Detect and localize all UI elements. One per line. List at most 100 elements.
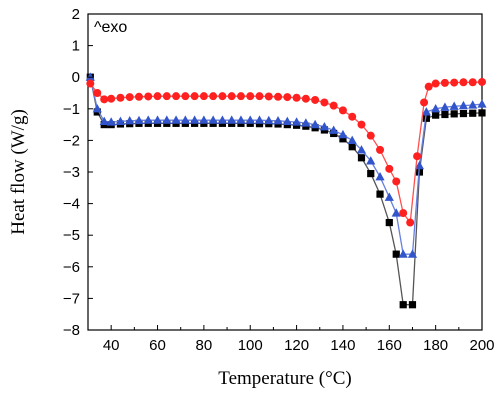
data-point-triangle: [208, 115, 218, 124]
data-point-triangle: [282, 116, 292, 126]
data-point-circle: [181, 92, 190, 101]
data-point-triangle: [338, 129, 348, 139]
data-point-triangle: [199, 115, 209, 124]
data-point-triangle: [236, 115, 246, 124]
data-point-circle: [424, 82, 433, 91]
x-tick-label: 60: [149, 337, 166, 354]
data-point-circle: [264, 92, 273, 101]
data-point-square: [399, 301, 407, 309]
data-point-triangle: [162, 115, 172, 124]
data-point-triangle: [407, 249, 418, 258]
data-point-square: [385, 218, 393, 227]
data-point-circle: [338, 106, 347, 115]
data-point-circle: [440, 78, 449, 87]
data-point-circle: [93, 89, 102, 97]
data-point-triangle: [217, 115, 228, 124]
y-tick-label: −8: [63, 322, 80, 339]
data-point-circle: [450, 78, 459, 87]
data-point-square: [376, 190, 384, 198]
x-tick-label: 140: [330, 337, 355, 354]
y-tick-label: 1: [72, 38, 80, 55]
data-point-triangle: [291, 117, 302, 126]
data-point-square: [478, 109, 486, 117]
data-point-square: [408, 301, 417, 309]
exo-annotation: ^exo: [94, 19, 127, 36]
series-layer: [85, 72, 487, 309]
data-point-triangle: [398, 249, 408, 258]
x-tick-label: 160: [377, 337, 402, 354]
data-point-triangle: [125, 116, 135, 125]
y-tick-label: 2: [72, 6, 80, 23]
data-point-triangle: [477, 99, 487, 108]
y-axis-ticks: 2 1 0 −1 −2 −3 −4 −5 −6 −7 −8: [63, 6, 93, 339]
data-point-triangle: [245, 115, 255, 124]
data-point-triangle: [414, 160, 425, 170]
data-point-circle: [107, 94, 116, 103]
series-circle: [86, 77, 486, 227]
data-point-circle: [274, 92, 283, 101]
data-point-circle: [227, 92, 236, 101]
x-tick-label: 200: [469, 337, 494, 354]
data-point-triangle: [106, 117, 116, 126]
data-point-circle: [292, 93, 301, 102]
series-line: [89, 81, 483, 225]
data-point-triangle: [431, 104, 441, 113]
data-point-triangle: [227, 115, 237, 124]
data-point-circle: [116, 93, 125, 102]
data-point-square: [357, 154, 366, 162]
data-point-triangle: [254, 115, 265, 124]
data-point-triangle: [190, 115, 200, 124]
data-point-circle: [134, 92, 143, 101]
data-point-triangle: [134, 115, 144, 125]
y-tick-label: 0: [72, 69, 80, 86]
data-point-square: [339, 135, 347, 143]
data-point-square: [441, 110, 449, 119]
data-point-circle: [209, 92, 218, 101]
data-point-circle: [301, 94, 310, 103]
data-point-circle: [468, 78, 477, 87]
y-axis-label: Heat flow (W/g): [8, 109, 29, 235]
data-point-circle: [246, 92, 255, 101]
data-point-triangle: [375, 171, 385, 181]
data-point-triangle: [449, 101, 459, 110]
x-axis-ticks: 40 60 80 100 120 140 160 180 200: [87, 325, 495, 354]
data-point-triangle: [356, 145, 367, 154]
data-point-circle: [190, 92, 199, 101]
data-point-triangle: [180, 115, 190, 124]
data-point-circle: [172, 92, 181, 101]
data-point-circle: [100, 95, 109, 104]
x-tick-label: 120: [284, 337, 309, 354]
data-point-circle: [255, 92, 264, 101]
data-point-triangle: [85, 72, 95, 81]
y-tick-label: −7: [63, 290, 80, 307]
data-point-circle: [153, 92, 162, 101]
data-point-square: [392, 250, 400, 258]
y-tick-label: −4: [63, 196, 80, 213]
data-point-square: [469, 109, 477, 117]
data-point-triangle: [143, 115, 153, 124]
x-tick-label: 40: [103, 337, 120, 354]
data-point-triangle: [384, 192, 394, 201]
data-point-triangle: [319, 122, 329, 131]
data-point-circle: [125, 93, 134, 102]
data-point-triangle: [264, 115, 274, 125]
data-point-circle: [357, 120, 366, 129]
data-point-square: [348, 143, 356, 151]
data-point-triangle: [329, 125, 339, 134]
y-tick-label: −2: [63, 132, 80, 149]
data-point-circle: [413, 152, 422, 161]
data-point-triangle: [347, 135, 357, 144]
data-point-triangle: [458, 100, 469, 110]
data-point-circle: [399, 209, 408, 218]
x-axis-label: Temperature (°C): [218, 368, 351, 389]
data-point-square: [422, 114, 430, 122]
data-point-circle: [320, 98, 329, 107]
data-point-circle: [283, 93, 292, 102]
data-point-circle: [162, 92, 171, 101]
data-point-circle: [199, 92, 208, 101]
data-point-circle: [392, 177, 401, 186]
data-point-circle: [459, 78, 468, 87]
data-point-square: [367, 169, 375, 178]
data-point-square: [459, 109, 468, 118]
